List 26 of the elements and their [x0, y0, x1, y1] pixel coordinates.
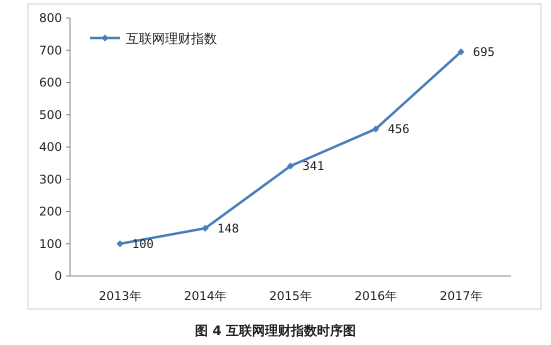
y-tick-label: 600 [39, 76, 62, 90]
point [287, 162, 294, 170]
x-tick-label: 2014年 [184, 289, 227, 303]
y-tick-label: 500 [39, 108, 62, 122]
data-label: 695 [473, 44, 495, 59]
y-tick-label: 200 [39, 204, 62, 218]
legend-label: 互联网理财指数 [126, 32, 217, 47]
y-tick-label: 800 [39, 11, 62, 25]
y-tick-label: 100 [39, 236, 62, 251]
point [116, 240, 124, 248]
data-label: 100 [132, 236, 154, 251]
x-tick-label: 2013年 [98, 289, 142, 303]
y-tick-label: 700 [39, 43, 62, 58]
x-tick-label: 2016年 [354, 289, 398, 303]
point [202, 224, 209, 232]
data-label: 456 [388, 122, 410, 136]
text: 图 4 互联网理财指数时序图 [194, 323, 356, 339]
y-tick-label: 0 [54, 269, 62, 283]
data-label: 341 [302, 159, 324, 174]
x-tick-label: 2015年 [269, 289, 312, 303]
data-label: 148 [217, 221, 239, 236]
point [372, 125, 380, 132]
y-tick-label: 300 [39, 172, 62, 186]
x-tick-label: 2017年 [440, 289, 482, 303]
point [458, 48, 464, 56]
y-tick-label: 400 [39, 140, 62, 154]
